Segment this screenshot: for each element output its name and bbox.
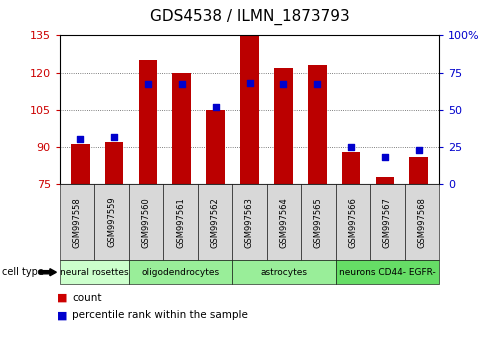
Text: GSM997566: GSM997566 bbox=[348, 197, 357, 247]
Text: GSM997565: GSM997565 bbox=[314, 197, 323, 247]
Bar bbox=[173, 73, 191, 184]
Point bbox=[313, 82, 321, 87]
Text: GSM997562: GSM997562 bbox=[211, 197, 220, 247]
Text: neural rosettes: neural rosettes bbox=[60, 268, 129, 277]
Point bbox=[76, 137, 84, 142]
Bar bbox=[274, 68, 293, 184]
Bar bbox=[240, 35, 259, 184]
Point bbox=[347, 144, 355, 150]
Point bbox=[178, 82, 186, 87]
Text: neurons CD44- EGFR-: neurons CD44- EGFR- bbox=[339, 268, 436, 277]
Text: ■: ■ bbox=[57, 293, 68, 303]
Text: oligodendrocytes: oligodendrocytes bbox=[142, 268, 220, 277]
Text: astrocytes: astrocytes bbox=[260, 268, 307, 277]
Bar bbox=[376, 177, 394, 184]
Text: count: count bbox=[72, 293, 102, 303]
Text: GSM997560: GSM997560 bbox=[142, 197, 151, 247]
Point bbox=[212, 104, 220, 110]
Point bbox=[279, 82, 287, 87]
Bar bbox=[410, 157, 428, 184]
Bar bbox=[206, 110, 225, 184]
Text: cell type: cell type bbox=[2, 267, 44, 277]
Text: GSM997559: GSM997559 bbox=[107, 197, 116, 247]
Text: GSM997563: GSM997563 bbox=[245, 197, 254, 247]
Text: GDS4538 / ILMN_1873793: GDS4538 / ILMN_1873793 bbox=[150, 9, 349, 25]
Point bbox=[381, 154, 389, 160]
Text: ■: ■ bbox=[57, 310, 68, 320]
Point bbox=[110, 134, 118, 139]
Text: GSM997568: GSM997568 bbox=[417, 197, 426, 247]
Bar bbox=[342, 152, 360, 184]
Text: percentile rank within the sample: percentile rank within the sample bbox=[72, 310, 248, 320]
Point bbox=[415, 147, 423, 153]
Point bbox=[144, 82, 152, 87]
Bar bbox=[71, 144, 89, 184]
Text: GSM997561: GSM997561 bbox=[176, 197, 185, 247]
Bar bbox=[308, 65, 326, 184]
Text: GSM997564: GSM997564 bbox=[279, 197, 288, 247]
Bar bbox=[105, 142, 123, 184]
Text: GSM997558: GSM997558 bbox=[73, 197, 82, 247]
Text: GSM997567: GSM997567 bbox=[383, 197, 392, 247]
Point bbox=[246, 80, 253, 86]
Bar bbox=[139, 60, 157, 184]
